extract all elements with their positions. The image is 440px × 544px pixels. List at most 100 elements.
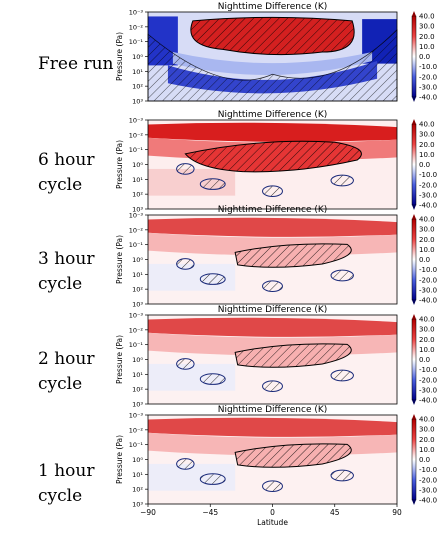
y-tick-label: 10⁻³: [129, 312, 144, 320]
colorbar-extend-top: [412, 314, 416, 319]
colorbar-extend-top: [412, 119, 416, 124]
colorbar-tick-label: 20.0: [419, 336, 435, 344]
y-tick-label: 10⁻¹: [129, 241, 144, 249]
colorbar-tick-label: 40.0: [419, 121, 435, 129]
y-tick-label: 10⁻¹: [129, 38, 144, 46]
colorbar-tick-label: 20.0: [419, 236, 435, 244]
significance-island: [199, 178, 226, 190]
panel-title: Nighttime Difference (K): [218, 2, 328, 12]
colorbar-tick-label: -30.0: [419, 486, 437, 494]
colorbar-extend-bottom: [412, 300, 416, 305]
y-tick-label: 10⁻³: [129, 117, 144, 125]
colorbar-tick-label: -10.0: [419, 366, 437, 374]
colorbar-tick-label: 0.0: [419, 256, 430, 264]
y-tick-label: 10²: [132, 191, 143, 199]
y-tick-label: 10⁻¹: [129, 441, 144, 449]
colorbar-tick-label: 0.0: [419, 161, 430, 169]
colorbar-tick-label: -40.0: [419, 94, 437, 102]
colorbar-tick-label: -30.0: [419, 83, 437, 91]
colorbar-extend-top: [412, 214, 416, 219]
colorbar-tick-label: -20.0: [419, 476, 437, 484]
y-tick-label: 10⁰: [132, 161, 143, 169]
significance-hatch: [190, 16, 355, 56]
colorbar-tick-label: -40.0: [419, 297, 437, 305]
significance-hatch: [234, 443, 352, 468]
x-tick-label: 90: [392, 508, 402, 517]
colorbar: [411, 418, 417, 501]
y-tick-label: 10⁰: [132, 53, 143, 61]
y-tick-label: 10¹: [132, 371, 143, 379]
y-tick-label: 10¹: [132, 176, 143, 184]
colorbar: [411, 15, 417, 98]
significance-island: [330, 174, 354, 187]
colorbar-tick-label: 10.0: [419, 446, 435, 454]
x-tick-label: −90: [140, 508, 156, 517]
y-tick-label: 10³: [132, 401, 143, 409]
colorbar: [411, 218, 417, 301]
y-axis-label: Pressure (Pa): [115, 32, 124, 81]
y-tick-label: 10⁻³: [129, 9, 144, 17]
colorbar-tick-label: 0.0: [419, 356, 430, 364]
colorbar-extend-bottom: [412, 500, 416, 505]
y-tick-label: 10⁰: [132, 456, 143, 464]
y-tick-label: 10⁻¹: [129, 341, 144, 349]
y-tick-label: 10⁻²: [129, 23, 144, 31]
y-tick-label: 10⁻²: [129, 326, 144, 334]
panel-2: Nighttime Difference (K) 10⁻³ 10⁻² 10⁻¹ 10⁰ 1…: [115, 205, 437, 309]
significance-island: [176, 163, 195, 175]
panel-title: Nighttime Difference (K): [218, 405, 328, 415]
row-label-3-hour: 3 hour cycle: [38, 249, 95, 294]
significance-island: [262, 380, 283, 393]
y-tick-label: 10³: [132, 301, 143, 309]
significance-island: [199, 373, 226, 385]
colorbar-tick-label: 40.0: [419, 416, 435, 424]
y-tick-label: 10⁰: [132, 256, 143, 264]
y-tick-label: 10³: [132, 206, 143, 214]
significance-island: [330, 469, 354, 482]
row-label-1-hour: 1 hour cycle: [38, 461, 95, 506]
y-axis-label: Pressure (Pa): [115, 140, 124, 189]
field-warm-top: [148, 317, 397, 337]
x-axis-label: Latitude: [257, 518, 288, 527]
y-axis-label: Pressure (Pa): [115, 335, 124, 384]
colorbar-tick-label: 10.0: [419, 246, 435, 254]
colorbar-tick-label: -10.0: [419, 266, 437, 274]
colorbar-tick-label: 30.0: [419, 426, 435, 434]
colorbar: [411, 123, 417, 206]
y-tick-label: 10⁻¹: [129, 146, 144, 154]
panel-title: Nighttime Difference (K): [218, 305, 328, 315]
colorbar-tick-label: -30.0: [419, 286, 437, 294]
y-tick-label: 10⁻²: [129, 426, 144, 434]
significance-hatch: [184, 140, 362, 173]
colorbar-tick-label: 40.0: [419, 13, 435, 21]
colorbar-tick-label: 10.0: [419, 151, 435, 159]
y-tick-label: 10¹: [132, 271, 143, 279]
colorbar-tick-label: -20.0: [419, 73, 437, 81]
colorbar-tick-label: 40.0: [419, 316, 435, 324]
panel-1: Nighttime Difference (K) 10⁻³ 10⁻² 10⁻¹ 10⁰ 1…: [115, 110, 437, 214]
significance-island: [330, 269, 354, 282]
x-tick-label: −45: [202, 508, 218, 517]
significance-island: [199, 473, 226, 485]
colorbar-tick-label: -20.0: [419, 181, 437, 189]
colorbar-tick-label: 10.0: [419, 43, 435, 51]
x-tick-label: 45: [330, 508, 340, 517]
panel-4: Nighttime Difference (K) 10⁻³ 10⁻² 10⁻¹ 10⁰ 1…: [115, 405, 437, 527]
significance-hatch: [234, 243, 352, 268]
x-tick-label: 0: [270, 508, 275, 517]
panel-0: Nighttime Difference (K) 10⁻³ 10⁻² 10⁻¹ 10⁰ 1…: [115, 2, 437, 106]
row-label-2-hour: 2 hour cycle: [38, 349, 95, 394]
y-tick-label: 10⁰: [132, 356, 143, 364]
colorbar-tick-label: 20.0: [419, 33, 435, 41]
colorbar-tick-label: -10.0: [419, 466, 437, 474]
colorbar: [411, 318, 417, 401]
colorbar-tick-label: 0.0: [419, 456, 430, 464]
y-tick-label: 10⁻²: [129, 226, 144, 234]
y-tick-label: 10³: [132, 98, 143, 106]
colorbar-tick-label: 20.0: [419, 141, 435, 149]
colorbar-tick-label: -20.0: [419, 276, 437, 284]
colorbar-tick-label: 20.0: [419, 436, 435, 444]
panel-3: Nighttime Difference (K) 10⁻³ 10⁻² 10⁻¹ 10⁰ 1…: [115, 305, 437, 409]
field-warm-top: [148, 217, 397, 237]
